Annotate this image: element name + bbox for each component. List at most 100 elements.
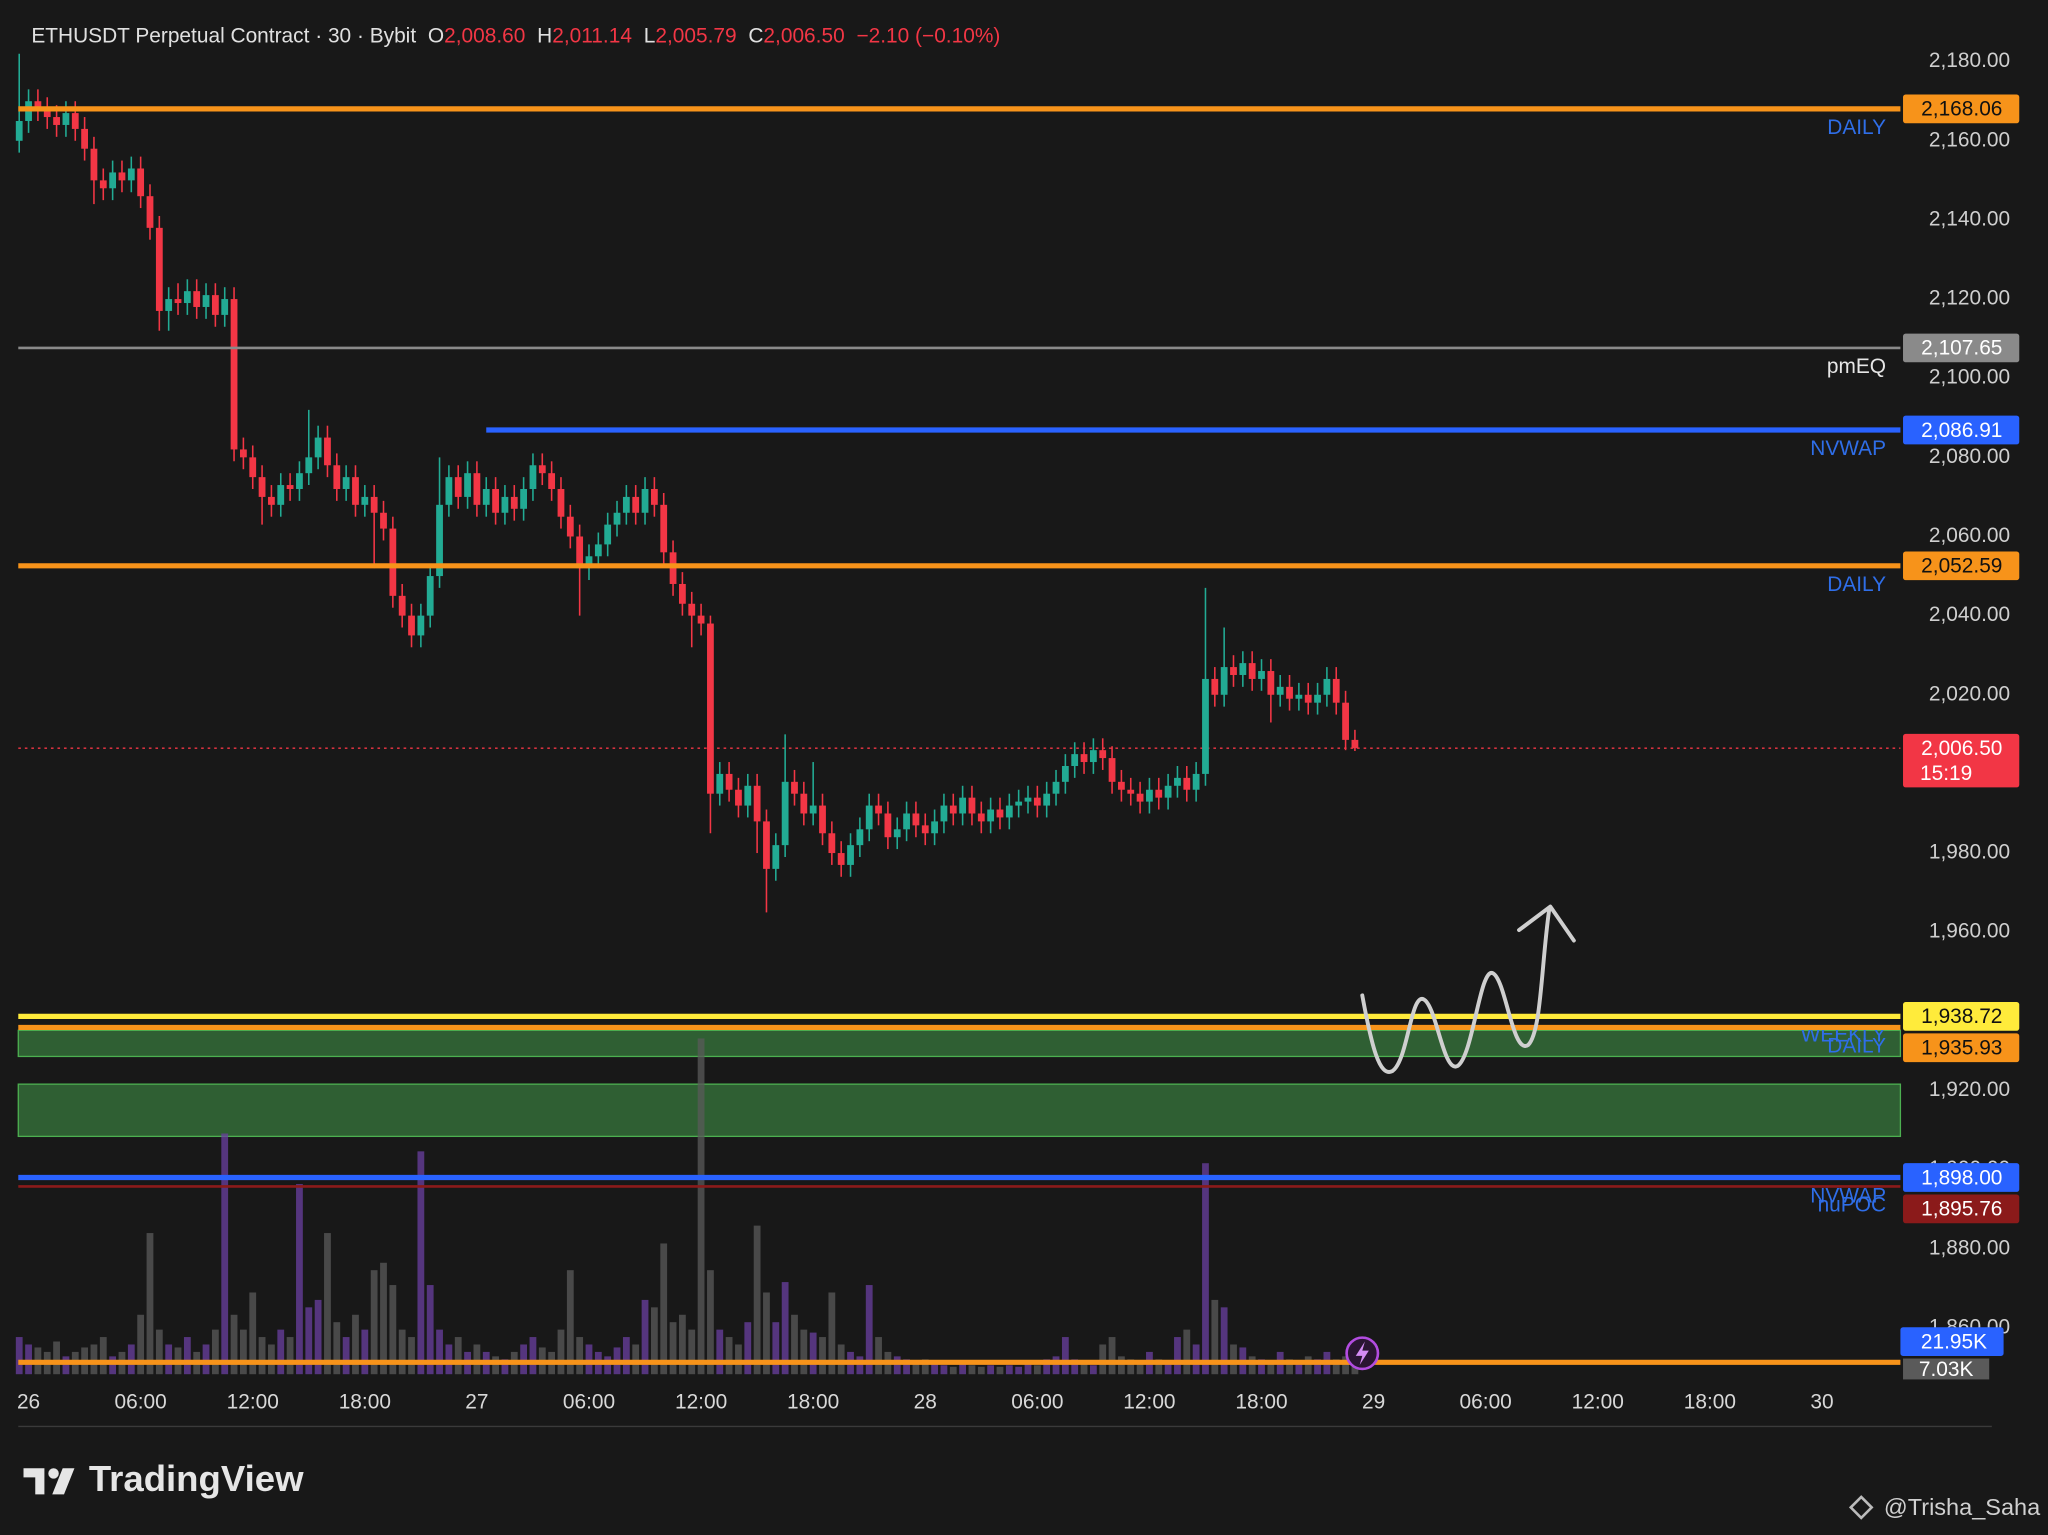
volume-bar (1342, 1356, 1349, 1375)
candle-body (557, 489, 565, 517)
volume-bar (426, 1285, 434, 1375)
candle-body (622, 496, 630, 513)
x-tick-label: 28 (914, 1390, 937, 1413)
volume-bar (1033, 1365, 1041, 1375)
candle-body (921, 825, 929, 834)
volume-bar (1258, 1359, 1265, 1375)
volume-ma-label: 21.95K (1921, 1330, 1987, 1353)
volume-bar (305, 1307, 313, 1375)
level-tag (1903, 415, 2020, 445)
drawing-arrow (1360, 904, 1576, 1074)
candle-body (1342, 702, 1349, 740)
candle-body (62, 113, 70, 125)
logo-dot (48, 1468, 59, 1479)
volume-bar (211, 1329, 219, 1375)
candle-body (716, 773, 724, 794)
candle-body (1220, 667, 1228, 695)
volume-bar (361, 1329, 369, 1375)
candle-body (1183, 777, 1191, 790)
candle-body (417, 615, 425, 636)
candle-body (641, 489, 649, 513)
volume-bar (90, 1344, 98, 1375)
alert-bolt[interactable] (1355, 1341, 1369, 1366)
volume-bar (53, 1341, 60, 1375)
volume-bar (473, 1344, 481, 1375)
candle-body (1005, 805, 1013, 818)
volume-bar (1136, 1362, 1144, 1375)
y-tick-label: 1,980.00 (1929, 841, 2010, 864)
candle-body (193, 291, 201, 307)
candle-body (1146, 789, 1153, 802)
ohlc-key: L (644, 24, 656, 47)
x-tick-label: 06:00 (115, 1390, 167, 1413)
x-tick-label: 26 (17, 1390, 40, 1413)
level-tag-label: 2,052.59 (1921, 555, 2002, 578)
candle-body (1258, 671, 1265, 679)
candle-body (81, 128, 88, 149)
level-tag-label: 1,895.76 (1921, 1198, 2002, 1221)
candle-body (875, 805, 882, 814)
candle-body (1323, 678, 1331, 695)
volume-bar (239, 1329, 247, 1375)
volume-tag (1903, 1358, 1990, 1380)
volume-bar (1052, 1356, 1060, 1375)
volume-bar (62, 1356, 70, 1375)
candle-body (735, 789, 742, 806)
candle-body (1295, 694, 1303, 699)
candle-body (781, 781, 789, 846)
volume-bar (436, 1329, 443, 1375)
zone (17, 1083, 1902, 1138)
x-tick-label: 27 (465, 1390, 488, 1413)
x-tick-label: 12:00 (675, 1390, 727, 1413)
volume-bar (641, 1299, 649, 1375)
x-tick-label: 18:00 (1235, 1390, 1287, 1413)
level-tag-label: 1,938.72 (1921, 1005, 2002, 1028)
volume-bar (1071, 1359, 1079, 1375)
candle-body (314, 437, 322, 458)
candle-body (408, 615, 415, 636)
candle-body (249, 457, 257, 478)
alert-icon[interactable] (1345, 1336, 1380, 1371)
candle-body (1127, 789, 1135, 794)
x-tick-label: 30 (1810, 1390, 1833, 1413)
volume-bar (99, 1337, 107, 1375)
volume-bar (137, 1314, 145, 1375)
volume-bar (996, 1366, 1004, 1375)
volume-bar (1351, 1363, 1359, 1375)
volume-bar (155, 1329, 163, 1375)
level-tag (1903, 1194, 2020, 1224)
candle-body (1136, 793, 1144, 802)
volume-bar (529, 1337, 537, 1375)
level-tag (1903, 1163, 2020, 1192)
candle-body (566, 516, 574, 537)
volume-bar (1005, 1365, 1013, 1375)
candle-body (1015, 801, 1023, 806)
candle-body (165, 299, 173, 311)
candle-body (520, 489, 528, 509)
brand-name: TradingView (89, 1458, 304, 1499)
volume-bar (585, 1344, 593, 1375)
symbol-title: ETHUSDT Perpetual Contract · 30 · Bybit (31, 24, 416, 47)
candle-body (1080, 754, 1088, 763)
volume-bar (165, 1344, 173, 1375)
volume-bar (1080, 1362, 1088, 1375)
volume-bar (1089, 1365, 1097, 1375)
candle-body (1286, 686, 1293, 699)
level-tag-label: 2,086.91 (1921, 419, 2002, 442)
volume-ma-tag (1900, 1327, 2004, 1356)
candle-body (707, 623, 714, 794)
volume-bar (1118, 1356, 1125, 1375)
volume-bar (15, 1337, 23, 1375)
volume-bar (921, 1359, 929, 1375)
candle-body (183, 291, 191, 304)
volume-bar (660, 1243, 668, 1375)
y-tick-label: 2,100.00 (1929, 366, 2010, 389)
zone (17, 1029, 1902, 1058)
volume-bar (1295, 1362, 1303, 1375)
candle-body (1332, 678, 1340, 703)
candle-body (389, 528, 397, 596)
candle-body (221, 299, 229, 315)
candle-body (118, 172, 126, 181)
